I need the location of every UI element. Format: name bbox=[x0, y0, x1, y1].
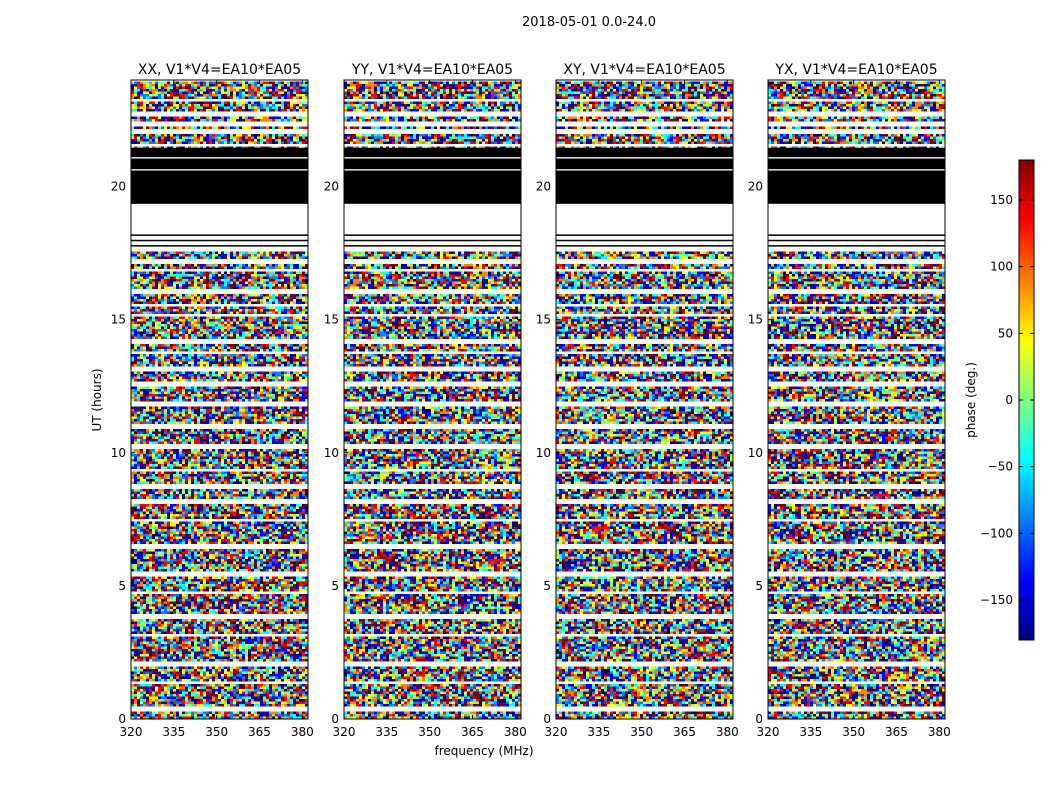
flagged-band bbox=[131, 171, 308, 204]
figure-suptitle: 2018-05-01 0.0-24.0 bbox=[522, 15, 656, 30]
y-axis-label: UT (hours) bbox=[90, 368, 104, 431]
flagged-band bbox=[344, 159, 521, 170]
y-tick-label: 15 bbox=[324, 313, 339, 327]
flagged-band bbox=[556, 148, 733, 157]
flagged-band bbox=[768, 171, 945, 204]
y-tick-label: 20 bbox=[111, 180, 126, 194]
y-tick-label: 10 bbox=[324, 446, 339, 460]
y-tick-label: 0 bbox=[543, 712, 551, 726]
flagged-line bbox=[768, 234, 945, 236]
x-tick-label: 380 bbox=[716, 725, 739, 739]
flagged-line bbox=[131, 245, 308, 247]
y-tick-label: 0 bbox=[755, 712, 763, 726]
flagged-band bbox=[344, 148, 521, 157]
panel-title: XX, V1*V4=EA10*EA05 bbox=[138, 62, 301, 78]
x-tick-label: 380 bbox=[291, 725, 314, 739]
x-tick-label: 365 bbox=[673, 725, 696, 739]
flagged-band bbox=[556, 159, 733, 170]
colorbar-tick-label: 0 bbox=[1005, 393, 1013, 407]
panel-title: YX, V1*V4=EA10*EA05 bbox=[774, 62, 937, 78]
colorbar-tick-label: 100 bbox=[990, 260, 1013, 274]
colorbar-tick-label: −150 bbox=[980, 593, 1013, 607]
x-tick-label: 320 bbox=[545, 725, 568, 739]
x-tick-label: 365 bbox=[885, 725, 908, 739]
x-tick-label: 335 bbox=[162, 725, 185, 739]
x-tick-label: 350 bbox=[630, 725, 653, 739]
y-tick-label: 5 bbox=[543, 579, 551, 593]
panel-0: XX, V1*V4=EA10*EA05 320 335 350 365 380 0 5 10 15… bbox=[111, 62, 314, 739]
y-tick-label: 20 bbox=[748, 180, 763, 194]
flagged-band bbox=[344, 171, 521, 204]
panel-title: YY, V1*V4=EA10*EA05 bbox=[351, 62, 513, 78]
colorbar: −150 −100 −50 0 50 100 150 phase (deg.) bbox=[964, 160, 1034, 640]
x-tick-label: 365 bbox=[248, 725, 271, 739]
colorbar-tick-label: −100 bbox=[980, 526, 1013, 540]
panel-title: XY, V1*V4=EA10*EA05 bbox=[563, 62, 725, 78]
x-tick-label: 320 bbox=[120, 725, 143, 739]
x-tick-label: 320 bbox=[757, 725, 780, 739]
x-tick-label: 335 bbox=[587, 725, 610, 739]
panel-1: YY, V1*V4=EA10*EA05 320 335 350 365 380 0 5 10 15… bbox=[324, 62, 527, 739]
y-tick-label: 5 bbox=[755, 579, 763, 593]
panels: XX, V1*V4=EA10*EA05 320 335 350 365 380 0 5 10 15… bbox=[111, 62, 951, 739]
y-tick-label: 0 bbox=[118, 712, 126, 726]
x-tick-label: 380 bbox=[928, 725, 951, 739]
y-tick-label: 15 bbox=[536, 313, 551, 327]
flagged-line bbox=[768, 245, 945, 247]
colorbar-tick-label: 150 bbox=[990, 193, 1013, 207]
y-tick-label: 20 bbox=[324, 180, 339, 194]
flagged-band bbox=[556, 171, 733, 204]
x-tick-label: 335 bbox=[375, 725, 398, 739]
flagged-line bbox=[131, 240, 308, 242]
panel-2: XY, V1*V4=EA10*EA05 320 335 350 365 380 0 5 10 15… bbox=[536, 62, 739, 739]
y-tick-label: 0 bbox=[331, 712, 339, 726]
y-tick-label: 15 bbox=[111, 313, 126, 327]
flagged-line bbox=[131, 234, 308, 236]
colorbar-label: phase (deg.) bbox=[964, 362, 978, 438]
x-tick-label: 350 bbox=[205, 725, 228, 739]
y-tick-label: 10 bbox=[748, 446, 763, 460]
y-tick-label: 10 bbox=[536, 446, 551, 460]
x-tick-label: 350 bbox=[842, 725, 865, 739]
flagged-line bbox=[344, 245, 521, 247]
colorbar-tick-label: 50 bbox=[998, 326, 1013, 340]
x-tick-label: 320 bbox=[333, 725, 356, 739]
x-tick-label: 365 bbox=[461, 725, 484, 739]
y-tick-label: 5 bbox=[331, 579, 339, 593]
y-tick-label: 15 bbox=[748, 313, 763, 327]
x-tick-label: 335 bbox=[799, 725, 822, 739]
y-tick-label: 20 bbox=[536, 180, 551, 194]
flagged-band bbox=[131, 159, 308, 170]
flagged-line bbox=[344, 234, 521, 236]
flagged-line bbox=[556, 234, 733, 236]
flagged-line bbox=[344, 240, 521, 242]
flagged-band bbox=[768, 148, 945, 157]
flagged-band bbox=[131, 148, 308, 157]
colorbar-tick-label: −50 bbox=[988, 460, 1013, 474]
x-axis-label: frequency (MHz) bbox=[434, 744, 533, 758]
flagged-line bbox=[556, 245, 733, 247]
flagged-line bbox=[768, 240, 945, 242]
flagged-band bbox=[768, 159, 945, 170]
y-tick-label: 10 bbox=[111, 446, 126, 460]
panel-3: YX, V1*V4=EA10*EA05 320 335 350 365 380 0 5 10 15… bbox=[748, 62, 951, 739]
y-tick-label: 5 bbox=[118, 579, 126, 593]
x-tick-label: 350 bbox=[418, 725, 441, 739]
flagged-line bbox=[556, 240, 733, 242]
x-tick-label: 380 bbox=[504, 725, 527, 739]
